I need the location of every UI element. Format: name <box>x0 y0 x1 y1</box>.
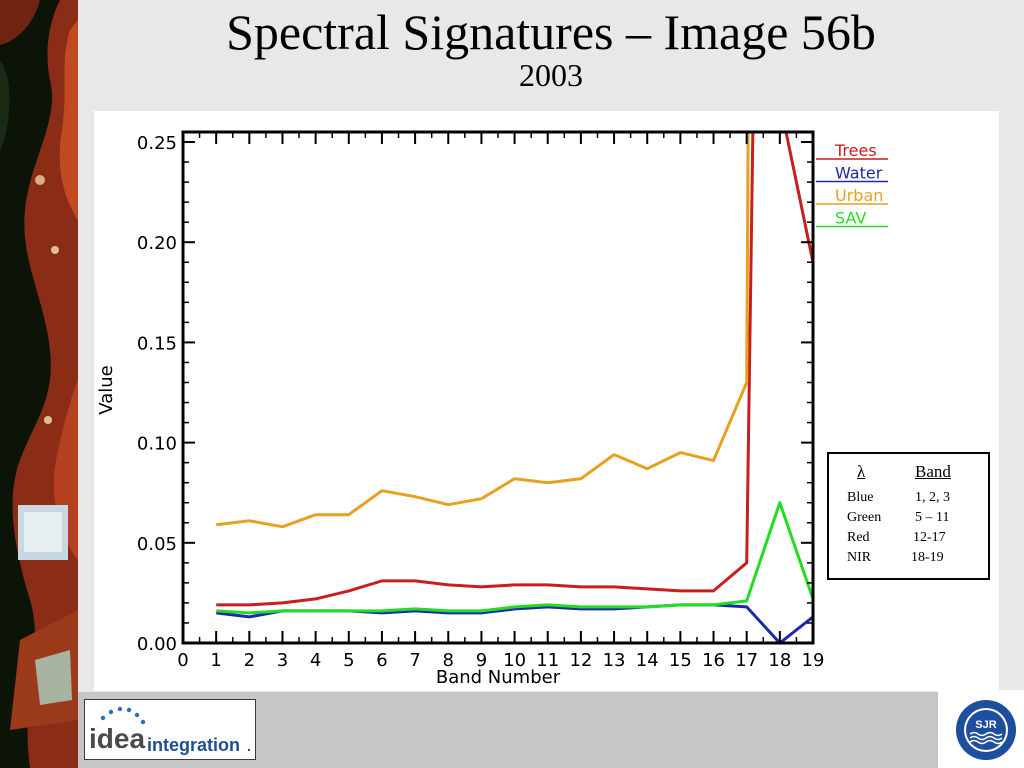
band-table: λ Band Blue 1, 2, 3 Green 5 – 11 Red 12-… <box>827 452 990 580</box>
x-tick-label: 0 <box>177 650 188 671</box>
x-tick-label: 12 <box>569 650 592 671</box>
band-range: 12-17 <box>913 530 946 545</box>
y-tick-label: 0.05 <box>137 534 177 555</box>
x-tick-label: 18 <box>768 650 791 671</box>
sjr-seal-logo: SJR <box>956 700 1016 760</box>
x-tick-label: 6 <box>376 650 387 671</box>
plot-frame <box>181 130 815 645</box>
legend-label-urban: Urban <box>835 186 883 205</box>
series-line-sav <box>216 501 813 615</box>
legend-label-trees: Trees <box>834 141 877 160</box>
chart-panel <box>94 111 999 691</box>
series-line-trees <box>216 132 813 607</box>
y-tick-label: 0.10 <box>137 434 177 455</box>
band-name: NIR <box>847 550 872 565</box>
idea-integration-logo-graphic: idea integration . <box>89 706 251 755</box>
slide-subtitle: 2003 <box>519 57 583 93</box>
band-table-header-lambda: λ <box>857 462 866 481</box>
x-tick-label: 16 <box>702 650 725 671</box>
x-tick-label: 19 <box>802 650 825 671</box>
x-tick-label: 14 <box>636 650 659 671</box>
x-tick-label: 1 <box>210 650 221 671</box>
logo-text-integration: integration <box>147 735 240 755</box>
y-tick-label: 0.15 <box>137 333 177 354</box>
x-tick-label: 10 <box>503 650 526 671</box>
x-tick-label: 2 <box>244 650 255 671</box>
x-tick-label: 13 <box>603 650 626 671</box>
band-range: 18-19 <box>911 550 944 565</box>
x-tick-label: 3 <box>277 650 288 671</box>
sjr-seal-text: SJR <box>975 719 996 731</box>
x-tick-label: 15 <box>669 650 692 671</box>
x-tick-label: 17 <box>735 650 758 671</box>
x-tick-label: 9 <box>476 650 487 671</box>
y-axis-label: Value <box>96 365 117 414</box>
logo-text-idea: idea <box>89 723 145 754</box>
x-tick-label: 5 <box>343 650 354 671</box>
aerial-image-strip <box>0 0 78 768</box>
y-tick-label: 0.20 <box>137 233 177 254</box>
x-tick-label: 11 <box>536 650 559 671</box>
logo-text-mark: . <box>247 738 251 754</box>
slide-title: Spectral Signatures – Image 56b <box>226 4 876 60</box>
aerial-image <box>0 0 78 768</box>
band-name: Blue <box>847 490 874 505</box>
x-tick-label: 8 <box>443 650 454 671</box>
legend-label-water: Water <box>835 164 883 183</box>
x-axis-label: Band Number <box>436 667 561 688</box>
band-range: 1, 2, 3 <box>915 490 950 505</box>
band-name: Green <box>847 510 882 525</box>
x-tick-label: 4 <box>310 650 321 671</box>
legend-label-sav: SAV <box>835 209 866 228</box>
band-range: 5 – 11 <box>915 510 950 525</box>
band-table-header-band: Band <box>915 462 951 481</box>
band-name: Red <box>847 530 870 545</box>
y-tick-label: 0.00 <box>137 634 177 655</box>
series-line-urban <box>216 132 750 529</box>
y-tick-label: 0.25 <box>137 133 177 154</box>
idea-integration-logo: idea integration . <box>84 699 256 760</box>
x-tick-label: 7 <box>409 650 420 671</box>
